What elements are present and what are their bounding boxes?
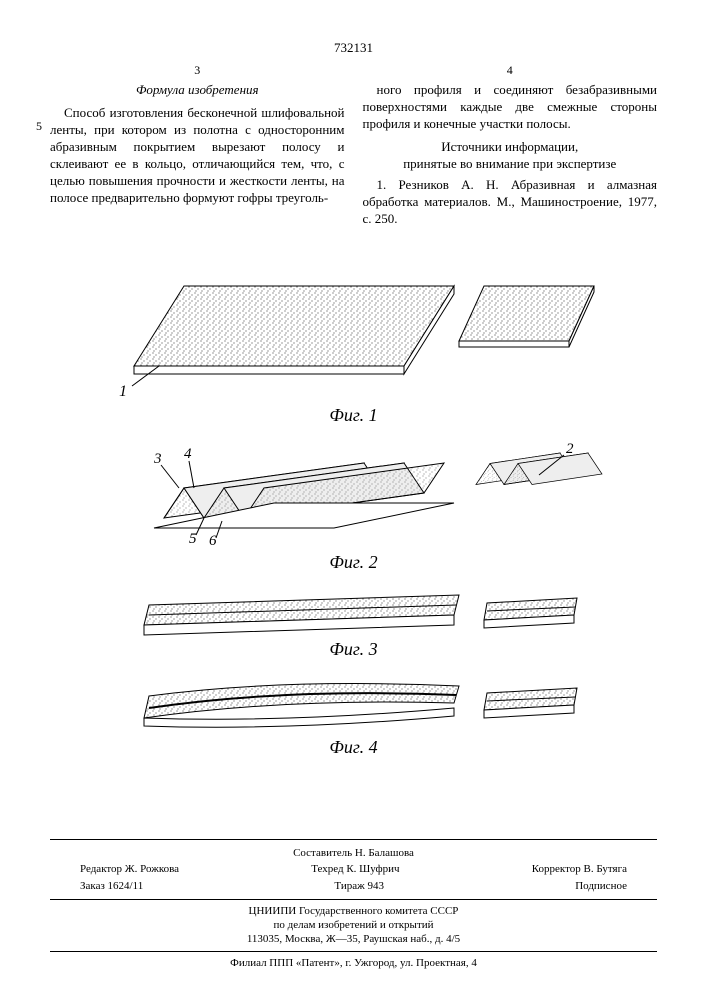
corrector: Корректор В. Бутяга xyxy=(532,862,627,876)
order-number: Заказ 1624/11 xyxy=(80,879,143,893)
fig4-label: Фиг. 4 xyxy=(50,736,657,759)
ref-1: 1 xyxy=(119,383,127,400)
fig1-label: Фиг. 1 xyxy=(50,404,657,427)
text-columns: 3 Формула изобретения 5 Способ изготовле… xyxy=(50,63,657,232)
subscription: Подписное xyxy=(575,879,627,893)
tech-editor: Техред К. Шуфрич xyxy=(311,862,399,876)
patent-number: 732131 xyxy=(50,40,657,57)
footer: Составитель Н. Балашова Редактор Ж. Рожк… xyxy=(50,839,657,970)
claims-continuation: ного профиля и соединяют безабразивными … xyxy=(363,82,658,133)
line-marker-5: 5 xyxy=(36,119,42,135)
claims-text: Способ изготовления бесконечной шлифовал… xyxy=(50,105,345,206)
svg-text:5: 5 xyxy=(189,531,197,547)
source-citation: 1. Резников А. Н. Абразивная и алмазная … xyxy=(363,177,658,228)
figure-2: 3 4 5 6 2 Фиг. 2 xyxy=(50,433,657,574)
figures-block: 1 Фиг. 1 xyxy=(50,250,657,762)
fig2-label: Фиг. 2 xyxy=(50,551,657,574)
editor: Редактор Ж. Рожкова xyxy=(80,862,179,876)
claims-heading: Формула изобретения xyxy=(50,82,345,99)
svg-text:4: 4 xyxy=(184,446,192,462)
svg-text:3: 3 xyxy=(153,451,162,467)
fig3-label: Фиг. 3 xyxy=(50,638,657,661)
print-run: Тираж 943 xyxy=(334,879,384,893)
figure-1: 1 Фиг. 1 xyxy=(50,256,657,427)
figure-4: Фиг. 4 xyxy=(50,668,657,759)
col-num-right: 4 xyxy=(363,63,658,79)
col-num-left: 3 xyxy=(50,63,345,79)
figure-3: Фиг. 3 xyxy=(50,580,657,661)
publisher-branch: Филиал ППП «Патент», г. Ужгород, ул. Про… xyxy=(50,951,657,970)
sources-heading: Источники информации, принятые во вниман… xyxy=(363,139,658,173)
compiler: Составитель Н. Балашова xyxy=(293,846,414,860)
svg-text:6: 6 xyxy=(209,533,217,549)
publisher-org: ЦНИИПИ Государственного комитета СССР по… xyxy=(50,899,657,947)
svg-text:2: 2 xyxy=(566,441,574,457)
